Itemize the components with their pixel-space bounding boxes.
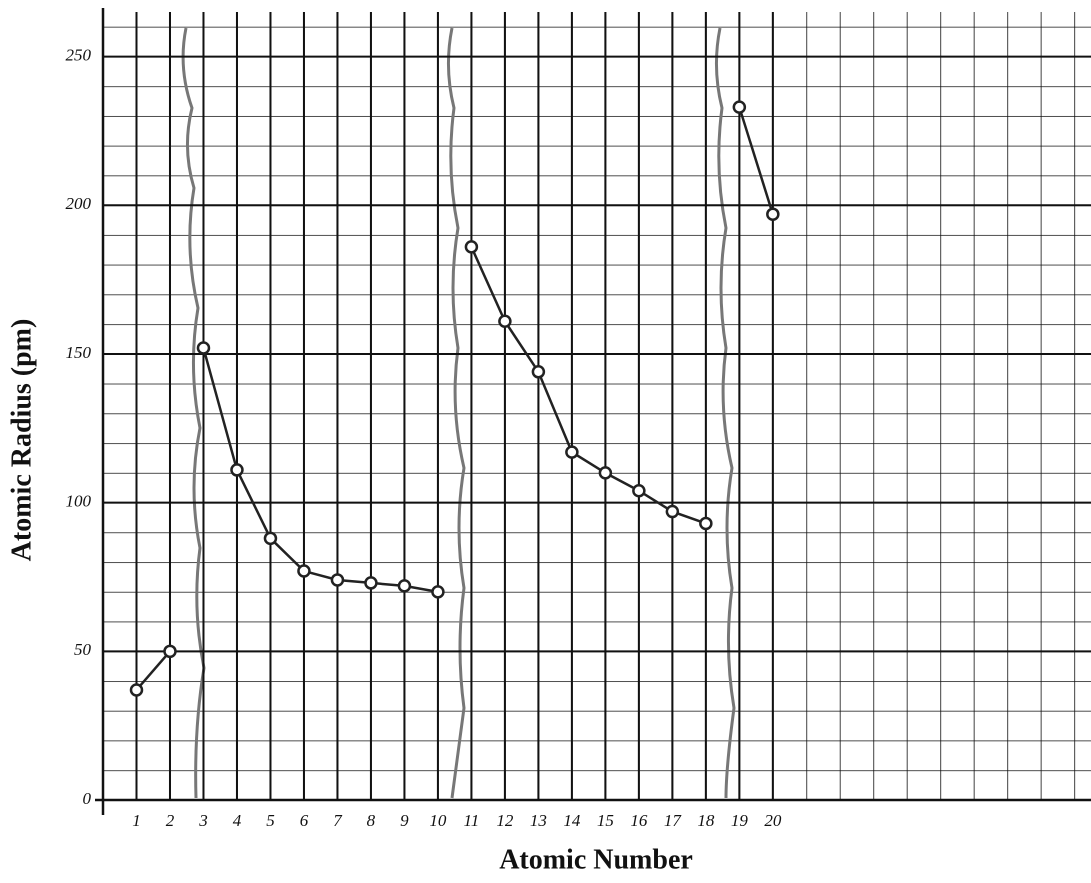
data-point [364, 576, 378, 590]
data-point [163, 644, 177, 659]
series-line [738, 106, 775, 215]
x-tick-label: 1 [132, 811, 141, 830]
y-tick-label: 200 [66, 194, 92, 213]
x-tick-label: 6 [300, 811, 309, 830]
data-point [531, 365, 546, 379]
x-tick-label: 20 [764, 811, 782, 830]
data-point [330, 573, 345, 587]
x-tick-label: 5 [266, 811, 275, 830]
data-point [498, 314, 512, 329]
y-tick-label: 0 [83, 789, 92, 808]
x-tick-label: 10 [429, 811, 447, 830]
x-axis-title: Atomic Number [499, 844, 693, 875]
series-line [135, 650, 171, 691]
grid-background [103, 12, 1091, 800]
x-tick-label: 19 [731, 811, 749, 830]
data-point [230, 463, 244, 477]
x-tick-label: 8 [367, 811, 376, 830]
data-point [732, 100, 747, 114]
x-tick-label: 9 [400, 811, 409, 830]
y-tick-label: 250 [66, 46, 92, 65]
y-tick-label: 50 [74, 640, 92, 659]
x-tick-label: 11 [464, 811, 480, 830]
divider [446, 27, 466, 799]
data-point [397, 579, 412, 593]
x-tick-label: 18 [697, 811, 715, 830]
data-point [766, 207, 780, 221]
data-point [263, 531, 278, 546]
data-point [297, 564, 311, 578]
x-tick-label: 7 [333, 811, 343, 830]
data-point [129, 683, 144, 697]
data-point [464, 240, 479, 254]
data-point [431, 585, 445, 599]
y-tick-label: 100 [66, 492, 92, 511]
divider [714, 27, 736, 799]
y-axis-title: Atomic Radius (pm) [6, 319, 37, 562]
data-point [632, 483, 646, 498]
x-tick-label: 4 [233, 811, 242, 830]
x-tick-label: 13 [530, 811, 547, 830]
x-tick-label: 15 [597, 811, 614, 830]
data-point [565, 445, 579, 459]
x-tick-label: 17 [664, 811, 683, 830]
data-point [699, 516, 713, 531]
x-tick-label: 14 [563, 811, 581, 830]
x-tick-label: 2 [166, 811, 175, 830]
x-tick-label: 16 [630, 811, 648, 830]
data-point [598, 466, 613, 480]
data-point [196, 341, 211, 355]
x-tick-label: 12 [496, 811, 514, 830]
y-tick-label: 150 [66, 343, 92, 362]
data-point [665, 504, 680, 519]
x-tick-label: 3 [198, 811, 208, 830]
